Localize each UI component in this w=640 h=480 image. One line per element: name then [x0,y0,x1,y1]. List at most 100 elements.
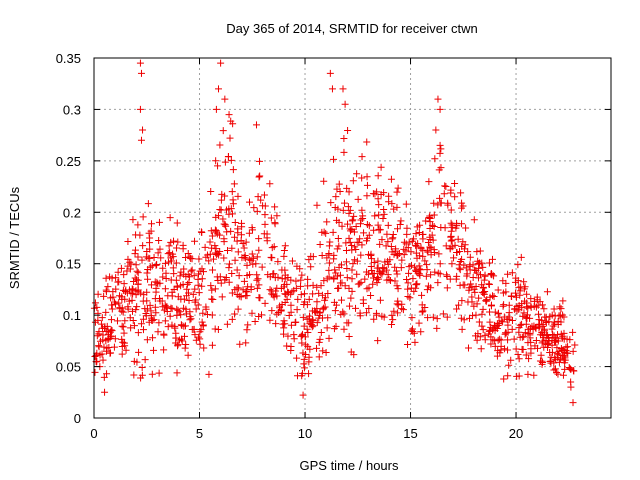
data-point [212,245,220,253]
tick-labels: 0 0.05 0.1 0.15 0.2 0.25 0.3 0.35 0 5 10 15 20 [56,51,524,441]
data-point [335,284,343,292]
data-point [234,305,242,313]
data-point [187,315,195,323]
data-point [508,317,516,325]
data-point [519,312,527,320]
data-point [320,177,328,185]
data-point [461,281,469,289]
data-point [143,297,151,305]
data-point [327,199,335,207]
data-point [559,297,567,305]
data-point [488,255,496,263]
data-point [353,170,361,178]
data-point [231,233,239,241]
data-point [551,312,559,320]
data-point [548,325,556,333]
data-point [357,251,365,259]
data-point [106,273,114,281]
data-point [333,185,341,193]
data-point [181,344,189,352]
data-point [546,349,554,356]
data-point [569,347,577,355]
data-point [255,235,263,243]
data-point [332,322,340,330]
data-point [394,225,402,233]
data-point [199,268,207,276]
data-point [148,316,156,324]
data-point [273,212,281,220]
data-point [349,216,357,224]
data-point [345,188,353,196]
data-point [217,279,225,287]
data-point [176,272,184,280]
data-point [515,283,523,291]
data-point [315,289,323,297]
data-point [159,264,167,272]
data-point [166,249,174,257]
data-point [330,251,338,259]
data-point [298,339,306,347]
data-point [318,252,326,260]
data-point [234,225,242,233]
data-point [144,200,152,208]
data-point [435,250,443,258]
data-point [393,188,401,196]
data-point [132,261,140,269]
data-point [309,290,317,298]
data-point [216,247,224,255]
data-point [344,203,352,211]
data-point [422,272,430,280]
data-point [192,296,200,304]
data-point [353,238,361,246]
x-tick-label: 15 [403,426,417,441]
data-point [455,301,463,309]
data-point [173,305,181,313]
data-point [227,227,235,235]
data-point [297,332,305,340]
data-point [476,259,484,267]
data-point [228,315,236,323]
data-point [348,217,356,225]
data-point [226,134,234,142]
data-point [555,347,563,355]
data-point [266,286,274,294]
data-point [437,145,445,153]
data-point [387,243,395,251]
data-point [551,365,559,373]
data-point [102,286,110,294]
data-point [523,311,531,319]
data-point [153,278,161,286]
data-point [217,59,225,67]
data-point [473,248,481,256]
data-point [349,177,357,185]
data-point [340,325,348,333]
data-point [444,201,452,209]
data-point [206,238,214,246]
data-point [399,306,407,314]
data-point [315,353,323,361]
data-point [543,341,551,349]
data-point [188,266,196,274]
data-point [230,180,238,188]
data-point [189,290,197,298]
data-point [195,270,203,278]
data-point [426,236,434,244]
data-point [518,320,526,328]
data-point [139,315,147,323]
data-point [164,250,172,258]
data-point [243,292,251,300]
data-point [268,244,276,252]
data-point [221,158,229,166]
data-point [144,275,152,283]
data-point [469,312,477,320]
data-point [211,325,219,333]
data-point [190,325,198,333]
data-point [480,289,488,297]
data-point [108,305,116,313]
data-point [458,220,466,228]
data-point [526,331,534,339]
data-point [138,256,146,264]
data-point [91,368,99,376]
data-point [380,210,388,218]
data-point [538,316,546,324]
